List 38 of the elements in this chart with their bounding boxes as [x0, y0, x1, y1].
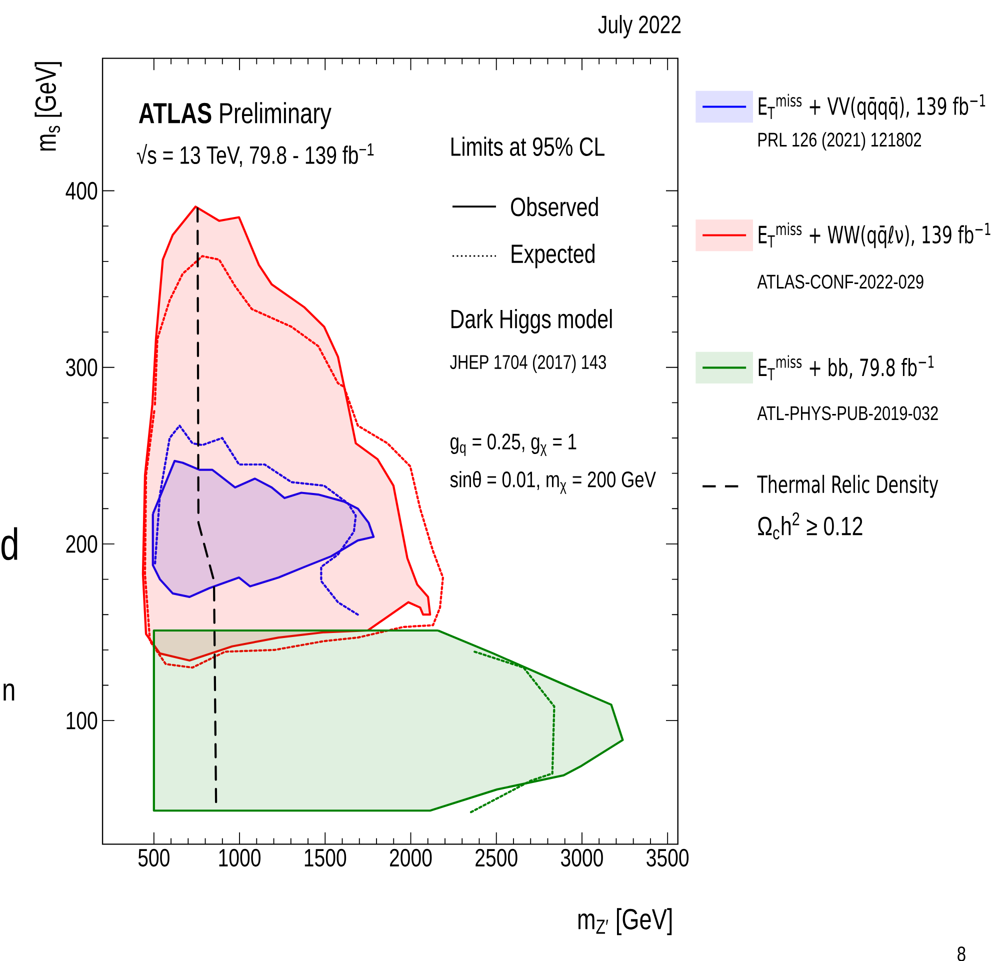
x-axis-title: m$_{Z′}$ [GeV]	[578, 908, 672, 935]
text: Ω$_{c}$h$^{2}$ ≥ 0.12	[758, 512, 862, 540]
line-series	[154, 424, 359, 616]
x-tick-label: 500	[138, 848, 170, 866]
x-tick-label: 1000	[219, 848, 260, 866]
legend-label: Thermal Relic Density	[757, 474, 938, 498]
x-tick-label: 1500	[304, 848, 346, 866]
text: July 2022	[598, 14, 681, 38]
text: ATLAS-CONF-2022-029	[757, 274, 924, 289]
x-tick-label: 3500	[646, 848, 689, 866]
text: PRL 126 (2021) 121802	[758, 132, 921, 150]
y-tick-label: 200	[66, 534, 98, 553]
annotation: Observed	[511, 196, 598, 216]
annotation: Dark Higgs model	[451, 308, 612, 334]
text: d	[1, 527, 18, 560]
text: ATL-PHYS-PUB-2019-032	[757, 406, 938, 420]
legend-label: E$_{T}$$^{miss}$ + bb, 79.8 fb$^{−1}$	[758, 354, 934, 380]
annotation: sinθ = 0.01, m$_{χ}$ = 200 GeV	[450, 470, 656, 494]
annotation: g$_{q}$ = 0.25, g$_{χ}$ = 1	[450, 433, 576, 456]
annotation: JHEP 1704 (2017) 143	[450, 354, 606, 373]
y-tick-label: 300	[66, 358, 98, 376]
y-axis-title: m$_{s}$ [GeV]	[34, 62, 62, 150]
annotation: Expected	[512, 244, 594, 268]
annotation: √s = 13 TeV, 79.8 - 139 fb$^{−1}$	[136, 143, 374, 167]
x-tick-label: 2500	[476, 848, 518, 866]
y-tick-label: 400	[66, 182, 98, 200]
line-series	[196, 207, 218, 804]
legend-label: E$_{T}$$^{miss}$ + WW(qq̄ℓν), 139 fb$^{−1}$	[758, 222, 990, 248]
line-series	[144, 254, 444, 668]
line-series	[469, 650, 556, 814]
text: n	[4, 683, 14, 700]
x-tick-label: 2000	[390, 848, 432, 866]
text: 8	[958, 946, 966, 961]
annotation: ATLAS Preliminary	[138, 102, 332, 129]
y-tick-label: 100	[66, 712, 98, 730]
x-tick-label: 3000	[560, 848, 603, 866]
legend-label: E$_{T}$$^{miss}$ + VV(qq̄qq̄), 139 fb$^{−1}$	[758, 94, 986, 120]
annotation: Limits at 95% CL	[451, 136, 604, 156]
